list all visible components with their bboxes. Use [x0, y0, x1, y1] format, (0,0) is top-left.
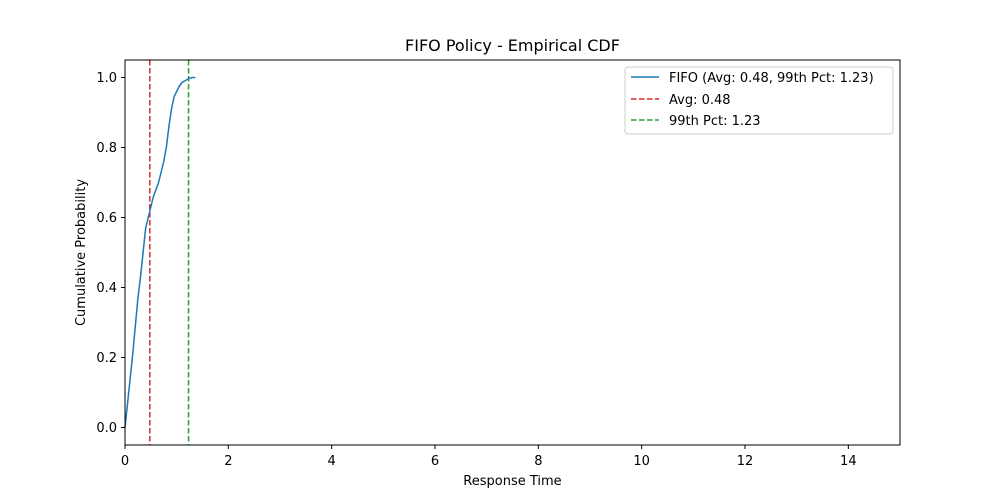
y-tick-label: 0.4 [96, 281, 117, 296]
x-tick-label: 14 [840, 454, 857, 469]
x-tick-label: 12 [737, 454, 754, 469]
x-tick-label: 6 [431, 454, 439, 469]
x-tick-label: 2 [224, 454, 232, 469]
legend-label-avg: Avg: 0.48 [669, 93, 731, 108]
y-tick-label: 0.8 [96, 141, 117, 156]
legend: FIFO (Avg: 0.48, 99th Pct: 1.23) Avg: 0.… [624, 66, 894, 135]
x-tick-label: 10 [633, 454, 650, 469]
series-line-0 [124, 76, 196, 429]
y-tick-label: 1.0 [96, 71, 117, 86]
legend-box [624, 66, 894, 135]
y-axis-label: Cumulative Probability [74, 179, 89, 326]
axes-frame [124, 59, 901, 446]
x-axis-label: Response Time [463, 474, 561, 489]
plot-area [124, 60, 196, 445]
chart-title: FIFO Policy - Empirical CDF [405, 36, 620, 55]
x-tick-label: 4 [328, 454, 336, 469]
y-tick-label: 0.0 [96, 421, 117, 436]
legend-label-fifo: FIFO (Avg: 0.48, 99th Pct: 1.23) [669, 71, 874, 86]
y-axis: 0.0 0.2 0.4 0.6 0.8 1.0 [96, 71, 125, 436]
x-axis: 0 2 4 6 8 10 12 14 [121, 445, 857, 469]
x-tick-label: 8 [534, 454, 542, 469]
y-tick-label: 0.6 [96, 211, 117, 226]
y-tick-label: 0.2 [96, 351, 117, 366]
legend-label-99th: 99th Pct: 1.23 [669, 114, 761, 129]
x-tick-label: 0 [121, 454, 129, 469]
